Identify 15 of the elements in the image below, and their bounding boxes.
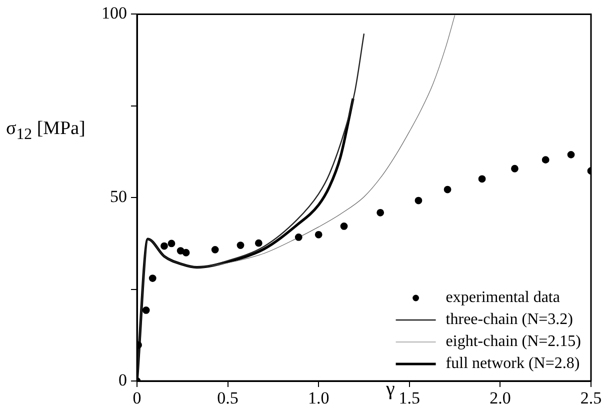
x-axis-title: γ — [386, 378, 395, 401]
x-tick-label: 1.5 — [398, 388, 420, 408]
x-tick-label: 1.0 — [308, 388, 330, 408]
legend-label: experimental data — [446, 289, 560, 306]
legend-label: full network (N=2.8) — [446, 355, 580, 372]
x-tick-label: 0 — [132, 388, 142, 408]
x-tick-label: 0.5 — [217, 388, 238, 408]
y-tick-label: 100 — [102, 4, 127, 23]
legend-label: eight-chain (N=2.15) — [446, 333, 581, 350]
y-tick-label: 0 — [118, 370, 127, 390]
x-tick-label: 2.0 — [490, 388, 511, 408]
y-tick-label: 50 — [110, 187, 127, 206]
legend-label: three-chain (N=3.2) — [446, 311, 573, 328]
x-tick-label: 2.5 — [580, 388, 602, 408]
y-axis-title: σ$_{12}$ [MPa] — [6, 118, 86, 144]
